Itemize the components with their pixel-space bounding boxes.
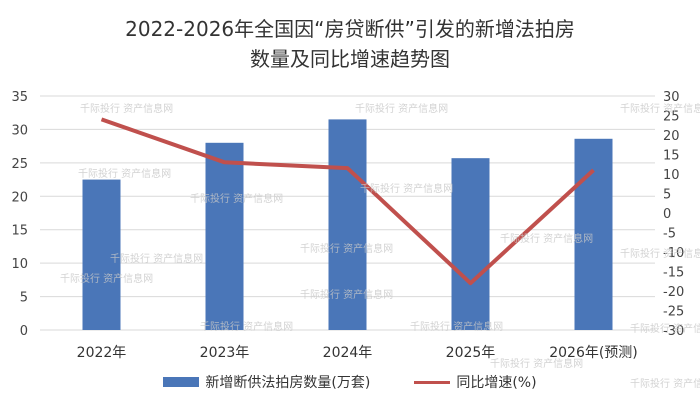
right-tick-label: 25 <box>663 110 680 125</box>
watermark-text: 千际投行 资产信息网 <box>355 104 449 115</box>
left-tick-label: 5 <box>20 291 28 306</box>
chart-title: 2022-2026年全国因“房贷断供”引发的新增法拍房 数量及同比增速趋势图 <box>0 14 700 74</box>
right-tick-label: 5 <box>663 188 671 203</box>
watermark-text: 千际投行 资产信息网 <box>490 359 584 370</box>
right-tick-label: -25 <box>663 305 684 320</box>
bar-1 <box>205 142 244 330</box>
bar-2 <box>328 119 367 331</box>
bar-0 <box>82 179 121 330</box>
bar-3 <box>451 158 490 330</box>
right-tick-label: 0 <box>663 207 671 222</box>
x-tick-label: 2022年 <box>77 345 127 361</box>
left-tick-label: 20 <box>11 190 28 205</box>
right-tick-label: -5 <box>663 227 676 242</box>
legend-label-bar: 新增断供法拍房数量(万套) <box>205 375 371 391</box>
legend-swatch-bar <box>163 377 200 387</box>
right-tick-label: -20 <box>663 285 684 300</box>
right-tick-label: -15 <box>663 266 684 281</box>
chart-title-line2: 数量及同比增速趋势图 <box>250 47 450 71</box>
watermark-text: 千际投行 资产信息网 <box>620 249 700 260</box>
left-tick-label: 25 <box>11 157 28 172</box>
watermark-text: 千际投行 资产信息网 <box>360 184 454 195</box>
watermark-text: 千际投行 资产信息网 <box>500 234 594 245</box>
legend-swatch-line <box>414 380 451 384</box>
left-tick-label: 15 <box>11 224 28 239</box>
right-tick-label: 15 <box>663 149 680 164</box>
chart-legend: 新增断供法拍房数量(万套) 同比增速(%) <box>0 370 700 394</box>
legend-item-line: 同比增速(%) <box>414 372 537 392</box>
left-tick-label: 10 <box>11 257 28 272</box>
watermark-text: 千际投行 资产信息网 <box>110 254 204 265</box>
left-tick-label: 30 <box>11 123 28 138</box>
right-tick-label: -10 <box>663 246 684 261</box>
left-tick-label: 0 <box>20 324 28 339</box>
watermark-text: 千际投行 资产信息网 <box>190 194 284 205</box>
watermark-text: 千际投行 资产信息网 <box>410 322 504 333</box>
watermark-text: 千际投行 资产信息网 <box>200 322 294 333</box>
watermark-text: 千际投行 资产信息网 <box>630 324 700 335</box>
watermark-text: 千际投行 资产信息网 <box>620 104 700 115</box>
x-tick-label: 2026年(预测) <box>549 345 638 361</box>
x-tick-label: 2023年 <box>200 345 250 361</box>
right-tick-label: -30 <box>663 324 684 339</box>
watermark-text: 千际投行 资产信息网 <box>78 169 172 180</box>
right-tick-label: 20 <box>663 129 680 144</box>
right-tick-label: 10 <box>663 168 680 183</box>
watermark-text: 千际投行 资产信息网 <box>80 104 174 115</box>
watermark-text: 千际投行 资产信息网 <box>60 274 154 285</box>
watermark-text: 千际投行 资产信息网 <box>300 244 394 255</box>
legend-item-bar: 新增断供法拍房数量(万套) <box>163 372 370 392</box>
watermark-text: 千际投行 资产信息网 <box>630 379 700 390</box>
left-tick-label: 35 <box>11 90 28 105</box>
right-tick-label: 30 <box>663 90 680 105</box>
x-tick-label: 2025年 <box>446 345 496 361</box>
chart-title-line1: 2022-2026年全国因“房贷断供”引发的新增法拍房 <box>125 17 575 41</box>
x-tick-label: 2024年 <box>323 345 373 361</box>
legend-label-line: 同比增速(%) <box>456 375 537 391</box>
watermark-text: 千际投行 资产信息网 <box>300 290 394 301</box>
